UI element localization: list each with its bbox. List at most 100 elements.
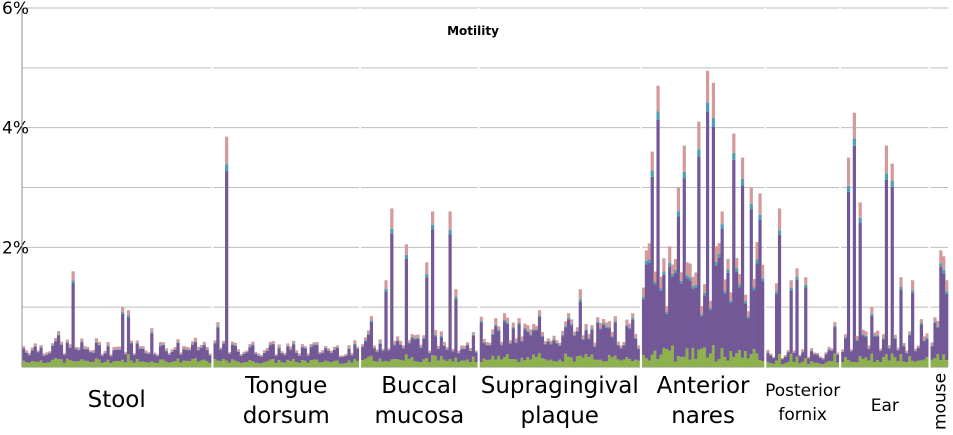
bar-segment (329, 350, 334, 353)
bar-segment (335, 347, 339, 361)
bar-segment (561, 361, 565, 367)
bar-segment (599, 322, 603, 329)
bar-segment (387, 361, 391, 367)
bar-segment (703, 295, 707, 348)
bar-segment (812, 352, 817, 354)
bar-segment (115, 360, 119, 367)
bar-segment (191, 341, 195, 345)
bar-segment (460, 349, 464, 361)
bar-segment (543, 341, 547, 344)
bar-segment (534, 325, 539, 330)
bar-segment (610, 336, 614, 338)
group-label: Buccal (381, 373, 457, 399)
bar-segment (251, 361, 255, 367)
bar-segment (115, 349, 119, 361)
bar-segment (428, 362, 432, 367)
bar-segment (369, 321, 374, 356)
bar-segment (682, 171, 686, 179)
bar-segment (147, 362, 151, 367)
bar-segment (732, 152, 736, 160)
bar-segment (460, 345, 464, 349)
bar-segment (129, 343, 134, 361)
bar-segment (804, 284, 808, 288)
bar-segment (735, 258, 739, 269)
bar-segment (491, 355, 495, 367)
bar-segment (27, 362, 32, 367)
bar-segment (497, 326, 501, 330)
bar-segment (549, 344, 553, 360)
bar-segment (126, 310, 131, 316)
bar-segment (56, 359, 61, 367)
bar-segment (846, 360, 851, 367)
bar-segment (933, 322, 937, 359)
bar-segment (292, 343, 296, 345)
bar-segment (505, 322, 510, 324)
bar-segment (873, 335, 877, 337)
bar-segment (457, 362, 461, 367)
bar-segment (766, 352, 770, 353)
bar-segment (439, 337, 443, 357)
bar-segment (118, 349, 122, 350)
bar-segment (161, 344, 166, 346)
bar-segment (97, 341, 101, 345)
bar-segment (265, 347, 270, 351)
bar-segment (746, 318, 750, 359)
bar-segment (309, 360, 313, 367)
bar-segment (315, 345, 319, 360)
bar-segment (919, 319, 923, 323)
bar-segment (303, 346, 307, 348)
bar-segment (549, 343, 553, 345)
bar-segment (607, 321, 612, 328)
bar-segment (720, 228, 724, 348)
bar-segment (870, 307, 874, 315)
bar-segment (936, 320, 940, 327)
bar-segment (922, 340, 926, 342)
bar-segment (80, 359, 84, 367)
bar-segment (30, 361, 34, 367)
bar-segment (916, 360, 921, 367)
bar-segment (419, 362, 423, 367)
bar-segment (262, 361, 267, 367)
bar-segment (428, 352, 432, 363)
bar-segment (581, 338, 585, 340)
bar-segment (939, 266, 943, 361)
bar-segment (350, 362, 354, 367)
bar-segment (457, 350, 461, 353)
bar-segment (846, 157, 851, 186)
bar-segment (653, 271, 657, 282)
bar-segment (593, 359, 597, 367)
bar-segment (500, 341, 504, 345)
bar-segment (188, 349, 192, 351)
bar-segment (150, 332, 154, 334)
bar-segment (341, 356, 345, 364)
bar-segment (703, 347, 707, 367)
bar-segment (33, 343, 37, 347)
bar-segment (422, 337, 426, 339)
bar-segment (91, 349, 96, 353)
bar-segment (540, 336, 545, 359)
bar-segment (274, 355, 278, 364)
bar-segment (289, 346, 293, 350)
bar-segment (532, 354, 536, 367)
bar-segment (809, 361, 814, 367)
bar-segment (622, 345, 626, 360)
bar-segment (628, 327, 632, 330)
bar-segment (688, 263, 692, 278)
bar-segment (213, 340, 217, 343)
bar-segment (68, 347, 72, 361)
group-separators (211, 8, 931, 368)
bar-segment (662, 274, 666, 348)
bar-segment (173, 349, 177, 362)
bar-segment (97, 345, 101, 360)
bar-segment (344, 354, 348, 356)
group-label: mucosa (374, 403, 464, 429)
bar-segment (694, 358, 698, 367)
bar-segment (587, 334, 591, 339)
bar-segment (460, 348, 464, 350)
bar-segment (827, 350, 831, 361)
bar-segment (265, 350, 270, 362)
bar-segment (381, 351, 385, 362)
bar-segment (381, 348, 385, 351)
bar-segment (746, 358, 750, 367)
bar-segment (596, 317, 600, 322)
